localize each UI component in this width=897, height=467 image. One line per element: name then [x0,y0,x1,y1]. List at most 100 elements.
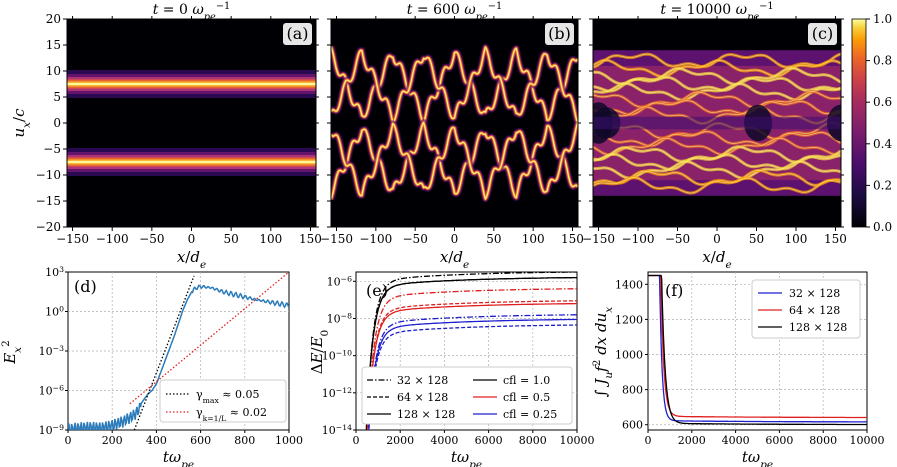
x-tick-label: 100 [785,232,808,246]
x-tick-label: 0 [353,434,360,447]
y-tick-label: 1400 [615,278,643,291]
panel-a-phase-space: −150 −100 −50 0 50 100 150−20−15−10−505101520(… [10,1,322,272]
x-tick-label: 150 [561,232,584,246]
y-axis-label: ux/c [10,108,33,138]
x-tick-label: 0 [713,232,721,246]
x-tick-label: 8000 [519,434,547,447]
x-tick-label: 0 [451,232,459,246]
legend-label: cfl = 0.25 [503,408,557,421]
x-tick-label: 1000 [275,434,303,447]
x-tick-label: −50 [665,232,690,246]
x-tick-label: 2000 [678,434,706,447]
series-energy-error-7 [368,324,577,430]
legend-label: 128 × 128 [397,408,455,421]
x-axis-label: tωpe [742,448,773,467]
x-tick-label: 10000 [560,434,595,447]
y-tick-label: 800 [622,384,643,397]
colorbar-tick-label: 0.0 [873,220,892,234]
series-energy-error-8 [368,318,577,430]
legend-box [361,366,573,425]
series-invariant-2 [648,274,867,426]
y-tick-label: −5 [43,142,61,156]
plot-area [68,272,289,430]
streak-core-3 [593,76,841,92]
x-tick-label: 50 [749,232,764,246]
x-tick-label: 0 [645,434,652,447]
x-tick-label: 50 [224,232,239,246]
series-invariant-0 [648,274,867,423]
x-tick-label: −50 [403,232,428,246]
center-depletion [593,116,841,130]
panel-e-energy-error: 0 2000 4000 6000 8000 10000 10−14 10−12 10−10 10−… [308,271,595,467]
series-energy-error-3 [366,288,577,430]
legend-box [159,379,287,423]
streak-core-10 [593,137,841,156]
x-tick-label: −150 [582,232,615,246]
trapped-orbit-1-0-4 [331,122,578,200]
x-tick-label: 4000 [722,434,750,447]
panel-label-bg [283,23,312,45]
x-axis-label: tωpe [163,448,194,467]
x-tick-label: 8000 [809,434,837,447]
y-tick-label: 15 [46,38,61,52]
x-tick-label: 150 [299,232,322,246]
heatmap-content [67,70,316,176]
series-simulation [68,284,289,430]
panel-label-bg [545,23,574,45]
trapped-orbit-0-1-4 [331,46,578,125]
x-tick-label: 600 [190,434,211,447]
beam-0-layer-5 [67,83,316,85]
x-tick-label: −150 [56,232,89,246]
colorbar-gradient [851,18,867,228]
y-tick-label: 20 [46,12,61,26]
x-tick-label: 100 [259,232,282,246]
panel-label: (d) [74,277,97,296]
panel-label: (b) [548,24,571,43]
plot-area [365,272,577,430]
panel-label-box: (a) [283,23,312,45]
panel-label-bg [808,23,837,45]
legend-label: cfl = 0.5 [503,391,550,404]
colorbar-tick-label: 0.4 [873,137,892,151]
x-tick-label: 200 [102,434,123,447]
legend-label: 64 × 128 [789,304,840,317]
y-tick-label: 10−9 [39,423,64,438]
colorbar: 0.0 0.2 0.4 0.6 0.8 1.0 [851,12,892,234]
streak-core-9 [593,130,841,147]
x-axis-label: tωpe [451,448,482,467]
series-growth-rate-2 [129,272,289,405]
x-axis-label: x/de [177,248,206,271]
x-tick-label: 50 [486,232,501,246]
panel-label-box: (b) [545,23,574,45]
heatmap-content [331,43,578,203]
x-tick-label: 400 [146,434,167,447]
legend-box [751,279,861,339]
heatmap-background [67,19,316,227]
x-tick-label: 100 [522,232,545,246]
x-tick-label: 0 [65,434,72,447]
beam-1-layer-5 [67,161,316,163]
x-tick-label: 6000 [765,434,793,447]
legend: 32 × 128 64 × 128 128 × 128 [751,279,861,339]
y-tick-label: 1000 [615,349,643,362]
y-tick-label: 10−12 [322,385,352,400]
legend-label: γk=1/L ≈ 0.02 [196,406,267,423]
panel-title: t = 0 ωpe−1 [153,1,231,23]
x-tick-label: 6000 [475,434,503,447]
y-axis-label: ∫ Juf2 dx dux [591,307,615,398]
y-tick-label: 10−6 [327,274,352,289]
x-tick-label: 150 [824,232,847,246]
panel-d-field-energy: 0 200 400 600 800 1000 10−9 10−6 10−3 100 103 (d) γm… [0,265,303,467]
legend-label: 32 × 128 [397,374,448,387]
y-axis-label: ΔE/E0 [308,330,331,375]
legend-label: 128 × 128 [789,321,847,334]
panel-c-phase-space: −150 −100 −50 0 50 100 150 (c) t = 10000 ωpe−1 x/… [582,1,847,272]
series-invariant-1 [648,274,867,419]
series-energy-error-4 [366,300,577,430]
y-tick-label: 100 [45,304,64,319]
y-tick-label: −15 [36,194,61,208]
colorbar-tick-label: 0.2 [873,178,892,192]
series-energy-error-6 [368,314,577,430]
